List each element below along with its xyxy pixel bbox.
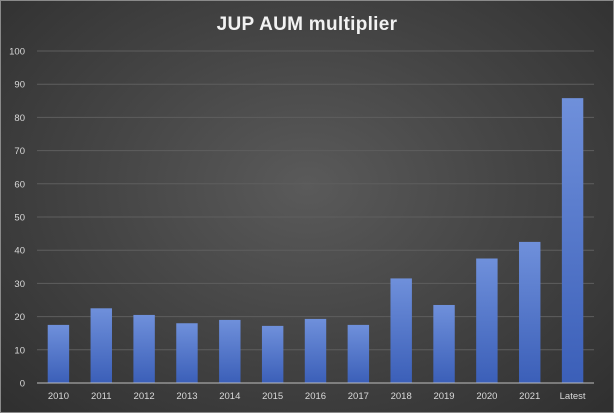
x-tick-label: 2020 — [476, 391, 497, 402]
bar-2020 — [476, 258, 498, 383]
y-tick-label: 30 — [14, 279, 25, 290]
bar-2013 — [176, 323, 198, 383]
bar-2012 — [133, 314, 155, 383]
bar-latest — [561, 98, 584, 384]
y-tick-label: 90 — [14, 80, 25, 91]
x-tick-label: 2016 — [305, 391, 326, 402]
x-tick-label: 2011 — [91, 391, 111, 402]
bar-2021 — [519, 241, 541, 383]
x-tick-label: 2014 — [219, 391, 240, 402]
x-tick-label: 2015 — [262, 391, 283, 402]
y-tick-label: 50 — [14, 213, 25, 224]
y-tick-label: 60 — [14, 179, 25, 190]
gridlines — [37, 50, 594, 351]
bar-2014 — [219, 319, 241, 383]
bar-2018 — [390, 278, 412, 383]
x-tick-label: 2017 — [348, 391, 369, 402]
bar-2011 — [90, 308, 112, 383]
x-tick-label: Latest — [560, 391, 586, 402]
bar-2010 — [47, 324, 70, 383]
y-tick-label: 70 — [14, 146, 25, 157]
bar-2017 — [347, 324, 370, 383]
x-tick-label: 2021 — [519, 391, 540, 402]
bar-2019 — [433, 304, 455, 383]
y-tick-label: 20 — [14, 312, 25, 323]
y-tick-label: 0 — [20, 379, 25, 390]
chart-title: JUP AUM multiplier — [216, 14, 398, 35]
y-tick-label: 40 — [14, 246, 25, 257]
bars — [47, 98, 584, 384]
bar-2016 — [304, 318, 327, 383]
x-tick-label: 2013 — [176, 391, 197, 402]
x-tick-label: 2019 — [433, 391, 454, 402]
y-tick-label: 10 — [14, 345, 25, 356]
x-tick-label: 2018 — [391, 391, 412, 402]
x-tick-label: 2012 — [134, 391, 155, 402]
tick-labels: 0 10 20 30 40 50 60 70 80 90 100 2010 2011 2012 2013 20… — [9, 47, 586, 403]
x-tick-label: 2010 — [48, 391, 69, 402]
y-tick-label: 80 — [14, 113, 25, 124]
y-tick-label: 100 — [9, 47, 25, 58]
bar-2015 — [261, 325, 284, 383]
